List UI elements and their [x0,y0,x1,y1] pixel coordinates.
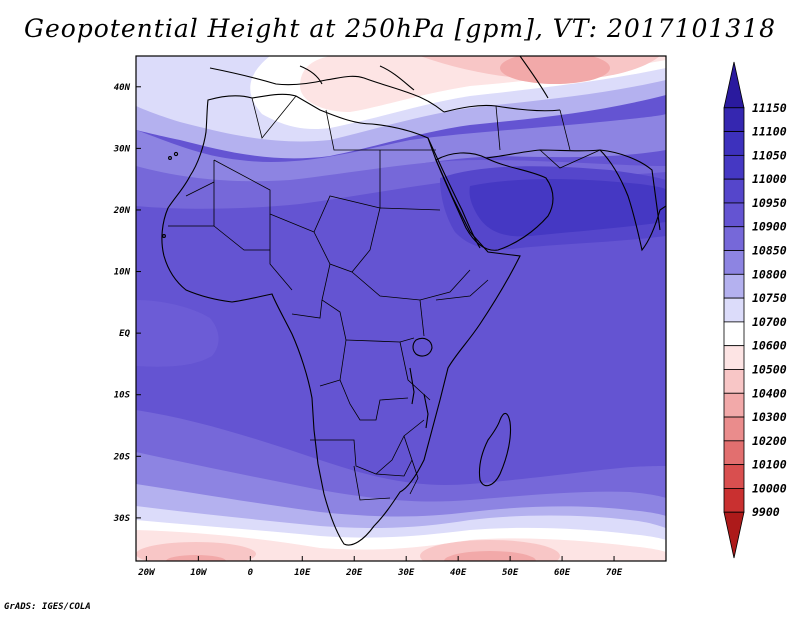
country-borders [168,95,601,501]
lon-tick-label: 70E [606,568,623,578]
lat-tick-label: 40N [114,83,131,93]
lat-axis: 40N 30N 20N 10N EQ 10S 20S 30S [113,83,141,524]
colorbar-swatch [723,131,745,156]
colorbar-level-label: 10400 [752,386,787,400]
colorbar-level-label: 10100 [752,458,787,472]
colorbar-level-label: 10800 [752,267,787,281]
colorbar-level-label: 10950 [752,196,787,210]
colorbar-level-label: 10000 [752,481,787,495]
lat-tick-label: 10N [114,268,131,278]
colorbar-level-label: 11100 [752,125,787,139]
colorbar-swatch [723,273,745,299]
colorbar-level-label: 10600 [752,339,787,353]
colorbar-level-label: 10200 [752,434,787,448]
colorbar-swatch [723,202,745,228]
lat-tick-label: 10S [114,391,131,401]
colorbar-swatch [723,321,745,347]
colorbar-swatch [723,107,745,132]
colorbar-swatch [723,440,745,466]
lon-tick-label: 20E [345,568,363,578]
colorbar-swatch [723,416,745,442]
lon-tick-label: 0 [248,568,254,578]
lon-tick-label: 40E [450,568,467,578]
lat-tick-label: 20N [113,206,131,216]
coastlines [161,56,666,546]
colorbar-swatch [723,297,745,323]
colorbar-swatch [723,226,745,251]
lat-tick-label: 30S [113,514,131,524]
colorbar-swatch [723,178,745,204]
lat-tick-label: 30N [113,144,131,154]
colorbar-swatch [723,392,745,418]
lat-tick-label: 20S [113,452,131,462]
colorbar-level-label: 10500 [752,362,787,376]
colorbar-swatch [723,154,745,180]
lon-tick-label: 30E [397,568,415,578]
colorbar-swatch [723,369,745,394]
map-title: Geopotential Height at 250hPa [gpm], VT:… [23,14,777,43]
colorbar-top-arrow [723,61,745,109]
lon-tick-label: 20W [137,568,156,578]
colorbar-level-label: 10700 [752,315,787,329]
colorbar-swatch [723,250,745,275]
lon-tick-label: 60E [554,568,571,578]
lon-axis: 20W 10W 0 10E 20E 30E 40E 50E 60E 70E [137,556,623,578]
colorbar-level-label: 10750 [752,291,787,305]
map-figure: 20W 10W 0 10E 20E 30E 40E 50E 60E 70E 40N 30N 20N 10… [113,55,787,578]
colorbar-swatch [723,488,745,513]
colorbar-level-label: 10900 [752,220,787,234]
colorbar-level-label: 10850 [752,244,787,258]
colorbar-level-label: 11000 [752,172,787,186]
colorbar: 11150 11100 11050 11000 10950 10900 10850 10800… [723,61,787,559]
colorbar-bottom-arrow [723,511,745,559]
colorbar-level-label: 11050 [752,148,787,162]
colorbar-level-label: 11150 [752,101,787,115]
lon-tick-label: 10W [190,568,208,578]
colorbar-level-label: 10300 [752,410,787,424]
lon-tick-label: 10E [294,568,311,578]
colorbar-swatch [723,464,745,489]
lat-tick-label: EQ [119,329,130,339]
height-field [136,56,666,561]
map-frame [135,55,667,562]
colorbar-level-label: 9900 [752,505,780,519]
lon-tick-label: 50E [502,568,519,578]
grads-credit: GrADS: IGES/COLA [4,602,91,612]
colorbar-swatch [723,345,745,370]
